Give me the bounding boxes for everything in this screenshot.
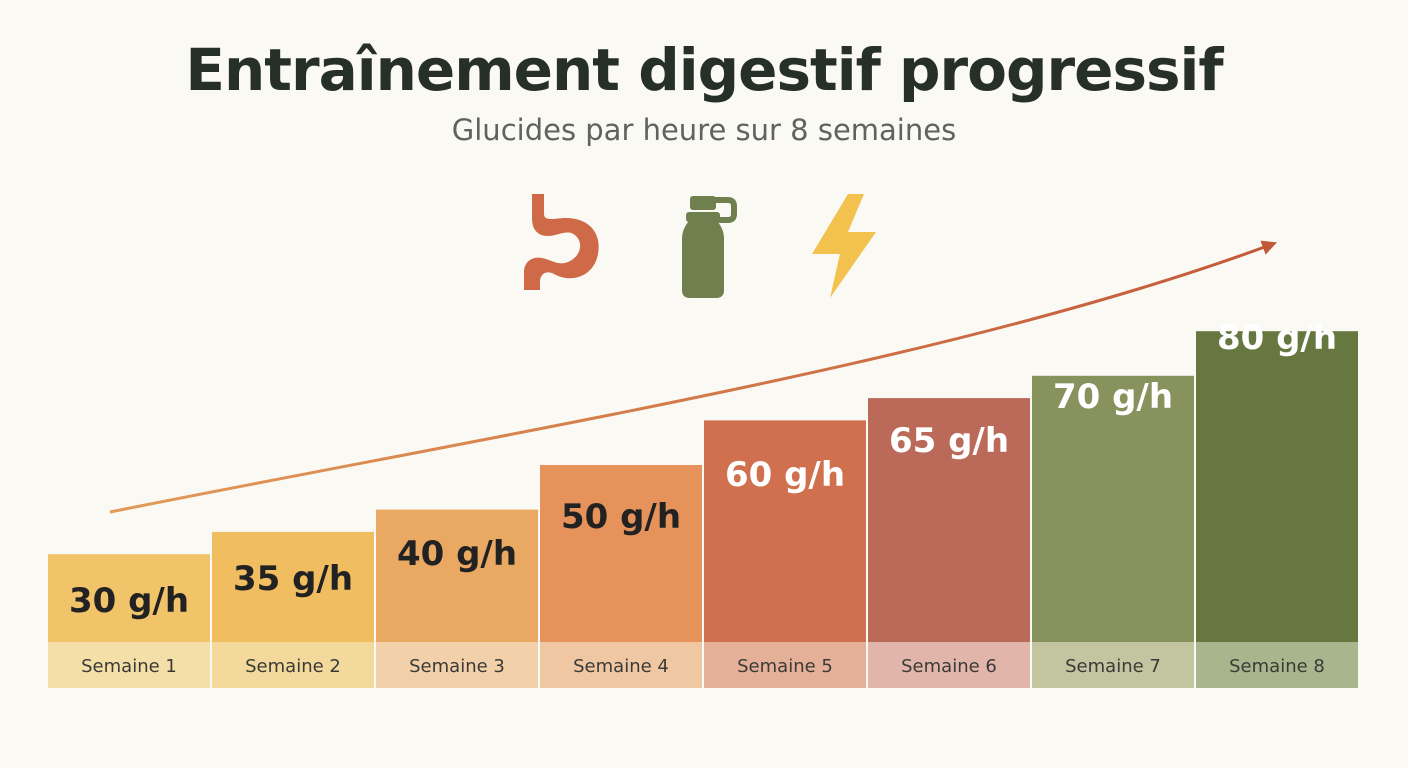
category-cell-3 (376, 642, 538, 688)
data-label-2: 35 g/h (233, 559, 353, 599)
category-label-5: Semaine 5 (737, 656, 833, 677)
data-label-1: 30 g/h (69, 581, 189, 621)
chart-title: Entraînement digestif progressif (185, 36, 1223, 104)
data-label-6: 65 g/h (889, 421, 1009, 461)
category-label-4: Semaine 4 (573, 656, 669, 677)
data-label-8: 80 g/h (1217, 318, 1337, 358)
data-label-7: 70 g/h (1053, 377, 1173, 417)
bar-7 (1032, 375, 1194, 642)
category-cell-2 (212, 642, 374, 688)
category-label-2: Semaine 2 (245, 656, 341, 677)
bottle-icon (682, 196, 737, 298)
category-label-1: Semaine 1 (81, 656, 177, 677)
bar-8 (1196, 331, 1358, 642)
category-cell-4 (540, 642, 702, 688)
data-label-4: 50 g/h (561, 497, 681, 537)
category-label-6: Semaine 6 (901, 656, 997, 677)
data-label-5: 60 g/h (725, 455, 845, 495)
lightning-icon (812, 194, 876, 298)
category-cell-1 (48, 642, 210, 688)
category-label-7: Semaine 7 (1065, 656, 1161, 677)
category-label-8: Semaine 8 (1229, 656, 1325, 677)
bar-1 (48, 554, 210, 642)
bar-4 (540, 465, 702, 642)
category-cell-5 (704, 642, 866, 688)
bar-5 (704, 420, 866, 642)
chart-subtitle: Glucides par heure sur 8 semaines (451, 113, 957, 147)
category-cell-7 (1032, 642, 1194, 688)
data-label-3: 40 g/h (397, 534, 517, 574)
stomach-icon (524, 194, 599, 290)
bar-2 (212, 531, 374, 642)
bar-3 (376, 509, 538, 642)
category-cell-6 (868, 642, 1030, 688)
category-label-3: Semaine 3 (409, 656, 505, 677)
category-cell-8 (1196, 642, 1358, 688)
bar-6 (868, 398, 1030, 642)
trend-arrow (109, 240, 1278, 514)
